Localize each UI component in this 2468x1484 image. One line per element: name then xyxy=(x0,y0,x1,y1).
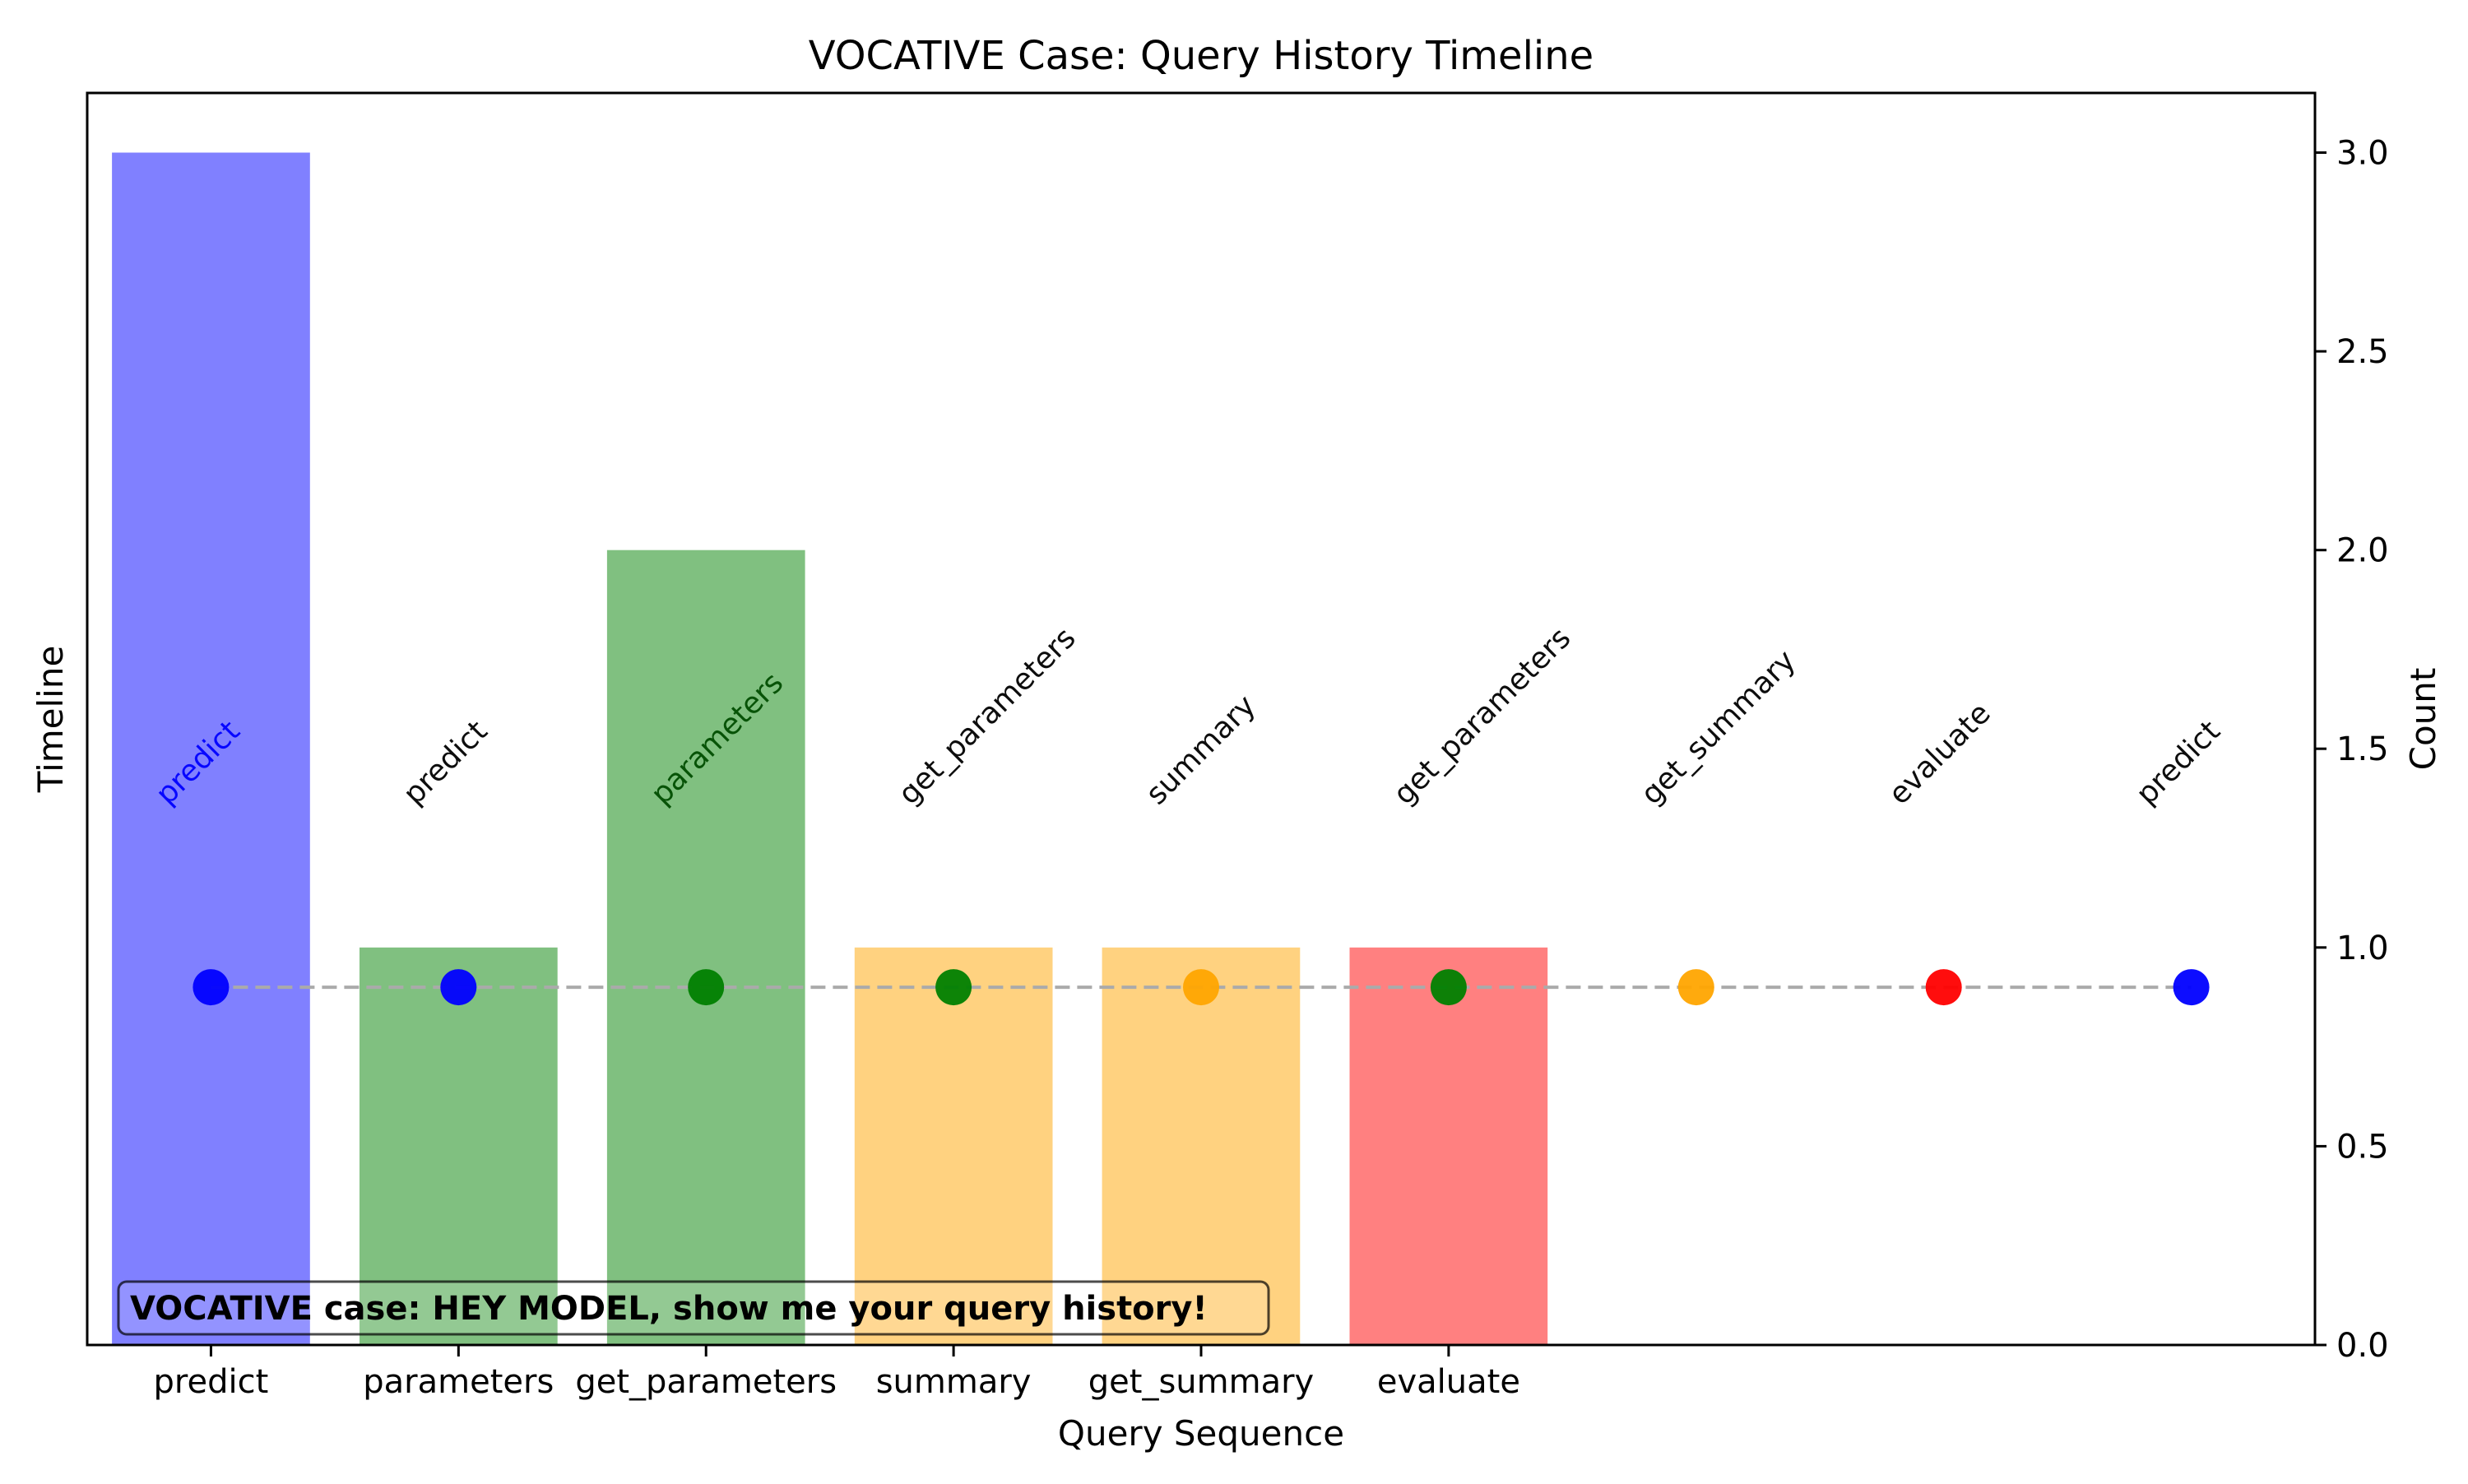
bar-get-parameters xyxy=(606,550,805,1345)
x-axis: predict parameters get_parameters summary ge… xyxy=(154,1345,1520,1401)
y-axis-title-left: Timeline xyxy=(30,646,71,794)
timeline-point-label-6: get_parameters xyxy=(1387,621,1577,811)
timeline-point-label-5: summary xyxy=(1139,689,1262,811)
timeline-point-8 xyxy=(1925,969,1962,1006)
timeline-point-2 xyxy=(440,969,477,1006)
timeline-layer xyxy=(193,969,2210,1006)
x-tick-label-get-parameters: get_parameters xyxy=(575,1363,837,1401)
bar-evaluate xyxy=(1349,947,1548,1345)
y-tick-label-3.0: 3.0 xyxy=(2336,135,2389,173)
x-tick-label-parameters: parameters xyxy=(363,1363,554,1401)
bar-predict xyxy=(112,152,310,1345)
timeline-point-label-2: predict xyxy=(397,714,494,811)
x-tick-label-get-summary: get_summary xyxy=(1088,1363,1314,1401)
timeline-point-label-4: get_parameters xyxy=(892,621,1082,811)
bar-summary xyxy=(854,947,1053,1345)
timeline-point-6 xyxy=(1430,969,1467,1006)
y-tick-label-1.5: 1.5 xyxy=(2336,730,2389,768)
timeline-point-label-8: evaluate xyxy=(1882,697,1997,812)
chart-title: VOCATIVE Case: Query History Timeline xyxy=(809,33,1594,79)
x-tick-label-summary: summary xyxy=(876,1363,1032,1401)
timeline-point-3 xyxy=(688,969,725,1006)
y-tick-label-2.0: 2.0 xyxy=(2336,532,2389,570)
y-axis-title-right: Count xyxy=(2403,668,2443,771)
y-tick-label-2.5: 2.5 xyxy=(2336,333,2389,371)
timeline-point-label-9: predict xyxy=(2130,714,2227,811)
timeline-point-9 xyxy=(2173,969,2210,1006)
timeline-point-1 xyxy=(193,969,230,1006)
bar-parameters xyxy=(360,947,558,1345)
bars-layer xyxy=(112,152,1548,1345)
y-axis-right: 0.0 0.5 1.0 1.5 2.0 2.5 3.0 xyxy=(2315,135,2389,1365)
timeline-point-5 xyxy=(1183,969,1219,1006)
y-tick-label-0.5: 0.5 xyxy=(2336,1128,2389,1166)
annotation-box: VOCATIVE case: HEY MODEL, show me your q… xyxy=(117,1280,1270,1336)
x-tick-label-predict: predict xyxy=(154,1363,269,1401)
y-tick-label-1.0: 1.0 xyxy=(2336,930,2389,967)
timeline-point-4 xyxy=(935,969,972,1006)
timeline-point-label-7: get_summary xyxy=(1635,644,1802,812)
x-axis-title: Query Sequence xyxy=(1058,1413,1344,1454)
timeline-point-7 xyxy=(1677,969,1714,1006)
bar-get-summary xyxy=(1102,947,1301,1345)
annotation-rect xyxy=(117,1280,1270,1336)
point-labels-layer: predict predict parameters get_parameters su… xyxy=(150,621,2227,811)
x-tick-label-evaluate: evaluate xyxy=(1377,1363,1520,1401)
annotation-text: VOCATIVE case: HEY MODEL, show me your q… xyxy=(130,1290,1208,1328)
y-tick-label-0.0: 0.0 xyxy=(2336,1327,2389,1365)
